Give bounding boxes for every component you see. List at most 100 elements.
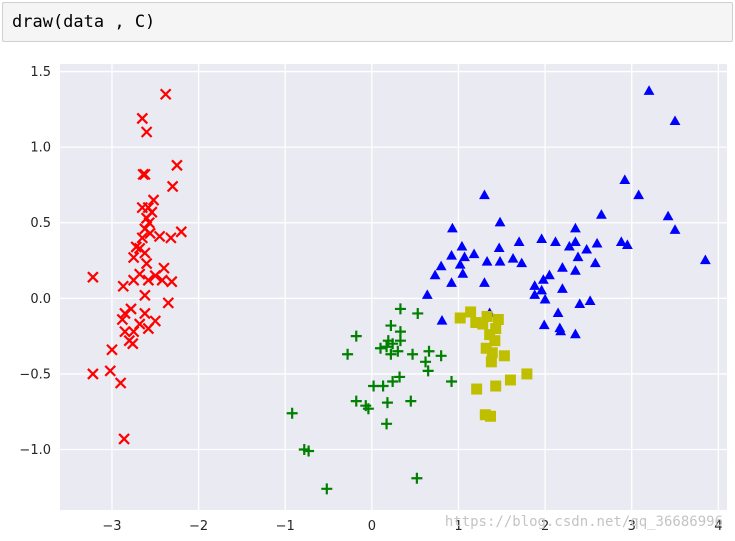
- data-point-square: [521, 368, 533, 380]
- data-point-square: [454, 312, 466, 324]
- y-tick-label: 0.5: [30, 216, 51, 231]
- y-tick-label: −1.0: [19, 443, 51, 458]
- data-point-triangle: [446, 277, 457, 287]
- y-tick-label: 1.0: [30, 141, 51, 156]
- data-point-square: [492, 314, 504, 326]
- data-point-triangle: [557, 283, 568, 293]
- data-point-triangle: [513, 236, 525, 246]
- data-point-plus: [423, 345, 435, 357]
- data-point-plus: [381, 397, 393, 409]
- x-tick-label: −1: [276, 519, 295, 534]
- data-point-triangle: [574, 298, 586, 308]
- data-point-triangle: [669, 224, 681, 234]
- data-point-plus: [394, 303, 406, 315]
- data-point-triangle: [447, 222, 458, 233]
- data-point-triangle: [507, 253, 519, 263]
- data-point-square: [465, 306, 477, 318]
- data-point-x: [140, 257, 153, 270]
- x-tick-label: 1: [454, 519, 462, 534]
- data-point-square: [486, 347, 498, 359]
- tick-labels: −3 −2 −1 0 1 2 3 4 −1.0 −0.5 0.0 0.5 1.0 1.5: [19, 65, 722, 534]
- data-point-plus: [385, 320, 397, 332]
- x-tick-label: −2: [189, 519, 208, 534]
- data-point-triangle: [446, 250, 457, 260]
- data-point-triangle: [595, 209, 607, 219]
- data-point-triangle: [537, 274, 549, 284]
- data-point-triangle: [581, 243, 593, 254]
- data-point-plus: [446, 375, 458, 387]
- data-point-x: [139, 289, 151, 302]
- data-point-square: [490, 323, 502, 335]
- data-point-x: [156, 274, 168, 286]
- data-point-x: [165, 232, 177, 244]
- data-point-x: [147, 194, 160, 206]
- data-point-square: [498, 350, 510, 362]
- data-point-x: [165, 275, 178, 288]
- data-point-plus: [381, 341, 393, 353]
- code-cell[interactable]: draw(data , C): [2, 2, 733, 42]
- data-point-triangle: [570, 222, 581, 233]
- data-point-triangle: [570, 236, 581, 246]
- data-point-triangle: [563, 240, 575, 251]
- data-point-square: [485, 410, 497, 422]
- data-point-triangle: [669, 115, 681, 126]
- data-point-plus: [381, 418, 393, 430]
- data-point-x: [171, 159, 183, 172]
- data-point-triangle: [435, 260, 447, 271]
- x-tick-label: −3: [102, 519, 121, 534]
- data-point-triangle: [699, 254, 711, 265]
- data-point-plus: [387, 338, 399, 350]
- data-point-triangle: [529, 289, 541, 299]
- data-point-plus: [420, 356, 432, 368]
- data-point-x: [175, 226, 188, 238]
- data-point-triangle: [494, 216, 506, 227]
- data-point-triangle: [536, 233, 548, 243]
- data-point-x: [127, 274, 140, 286]
- data-points: [87, 85, 711, 495]
- data-point-triangle: [591, 237, 603, 248]
- data-point-x: [127, 325, 140, 338]
- data-point-x: [144, 227, 156, 240]
- data-point-triangle: [538, 319, 550, 330]
- data-point-triangle: [615, 236, 627, 246]
- data-point-triangle: [619, 174, 631, 185]
- data-point-plus: [422, 365, 434, 377]
- data-point-square: [485, 356, 497, 368]
- data-point-triangle: [479, 189, 490, 200]
- data-point-triangle: [633, 189, 645, 200]
- data-point-triangle: [550, 236, 561, 246]
- data-point-triangle: [621, 239, 633, 250]
- data-point-square: [470, 317, 482, 329]
- data-point-square: [490, 380, 502, 392]
- data-point-plus: [387, 375, 399, 387]
- data-point-plus: [286, 407, 298, 419]
- data-point-x: [87, 368, 99, 380]
- data-point-triangle: [552, 307, 564, 318]
- data-point-triangle: [584, 295, 596, 305]
- code-text[interactable]: draw(data , C): [12, 12, 156, 32]
- data-point-triangle: [481, 256, 493, 266]
- data-point-triangle: [459, 251, 470, 262]
- data-point-square: [504, 374, 516, 386]
- grid-lines: [60, 64, 727, 510]
- data-point-x: [139, 307, 151, 320]
- data-point-plus: [435, 350, 447, 362]
- data-point-triangle: [429, 269, 441, 280]
- plot-area: [60, 64, 727, 510]
- data-point-x: [130, 241, 143, 253]
- y-tick-label: 0.0: [30, 292, 51, 307]
- data-point-x: [162, 297, 175, 309]
- data-point-plus: [321, 483, 333, 495]
- data-point-triangle: [572, 251, 584, 262]
- data-point-plus: [375, 342, 387, 354]
- data-point-x: [87, 271, 99, 283]
- data-point-x: [140, 126, 153, 138]
- data-point-plus: [411, 472, 423, 484]
- data-point-plus: [362, 403, 374, 415]
- data-point-x: [126, 337, 139, 350]
- data-point-square: [489, 335, 501, 347]
- data-point-x: [137, 168, 149, 181]
- data-point-plus: [407, 348, 419, 360]
- data-point-x: [119, 307, 131, 320]
